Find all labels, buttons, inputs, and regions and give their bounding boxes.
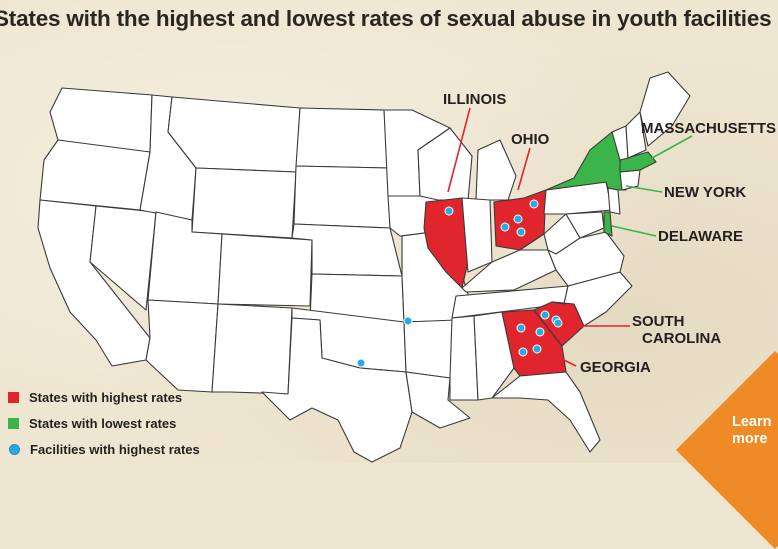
facility-marker-ohio-4: [516, 227, 526, 237]
state-massachusetts: [619, 151, 657, 173]
facility-markers: [356, 199, 563, 368]
state-maine: [639, 71, 691, 147]
state-nevada: [89, 205, 157, 311]
facility-marker-ohio-2: [513, 214, 523, 224]
state-tennessee: [451, 285, 569, 319]
label-illinois: ILLINOIS: [443, 91, 507, 108]
label-south-carolina: SOUTH CAROLINA: [632, 313, 721, 347]
state-colorado: [217, 233, 313, 307]
illinois-callout-line: [447, 107, 471, 193]
map-legend: States with highest rates States with lo…: [8, 384, 200, 462]
legend-swatch-red: [8, 391, 19, 403]
state-michigan: [475, 139, 517, 201]
label-massachusetts: MASSACHUSETTS: [641, 120, 777, 137]
facility-marker-sc-3: [553, 318, 563, 328]
facility-marker-texas: [356, 358, 366, 368]
state-new-hampshire: [625, 111, 647, 159]
state-delaware: [603, 211, 613, 237]
state-alabama: [473, 311, 515, 401]
legend-label-facilities: Facilities with highest rates: [30, 441, 200, 457]
state-north-dakota: [295, 107, 389, 169]
state-texas: [261, 317, 413, 463]
state-mississippi: [449, 315, 479, 401]
legend-swatch-green: [8, 417, 19, 429]
facility-marker-ohio-3: [500, 222, 510, 232]
facility-marker-ga-4: [532, 344, 542, 354]
state-wyoming: [191, 167, 297, 239]
label-new-york: NEW YORK: [664, 184, 747, 201]
state-south-dakota: [293, 165, 391, 229]
massachusetts-callout-line: [651, 135, 693, 159]
state-arizona: [145, 299, 219, 393]
facility-marker-ga-2: [535, 327, 545, 337]
learn-more-button[interactable]: Learn more: [732, 414, 772, 448]
facility-marker-illinois: [444, 206, 454, 216]
legend-item-highest: States with highest rates: [8, 384, 200, 410]
label-south-carolina-line2: CAROLINA: [642, 330, 722, 347]
state-new-mexico: [211, 303, 293, 395]
facility-marker-ohio-1: [529, 199, 539, 209]
legend-swatch-dot: [9, 443, 20, 455]
legend-item-lowest: States with lowest rates: [8, 410, 200, 436]
learn-more-line1: Learn: [732, 414, 772, 430]
label-south-carolina-line1: SOUTH: [632, 313, 685, 330]
facility-marker-arkansas: [403, 316, 413, 326]
state-florida: [491, 371, 601, 453]
state-west-virginia: [543, 213, 581, 255]
label-ohio: OHIO: [511, 131, 550, 148]
us-map: [37, 71, 693, 463]
state-new-jersey: [607, 187, 621, 215]
new-york-callout-line: [625, 185, 663, 193]
ohio-callout-line: [517, 147, 531, 191]
facility-marker-ga-3: [518, 347, 528, 357]
map-title: States with the highest and lowest rates…: [0, 6, 772, 31]
learn-more-line2: more: [732, 431, 768, 447]
facility-marker-ga-1: [516, 323, 526, 333]
legend-label-highest: States with highest rates: [29, 389, 183, 405]
georgia-callout-line: [547, 351, 577, 367]
state-arkansas: [403, 319, 457, 379]
delaware-callout-line: [611, 225, 657, 237]
label-delaware: DELAWARE: [658, 228, 744, 245]
state-oregon: [39, 139, 151, 211]
facility-marker-sc-1: [540, 310, 550, 320]
state-vermont: [611, 125, 629, 161]
legend-label-lowest: States with lowest rates: [29, 415, 177, 431]
label-georgia: GEORGIA: [580, 359, 651, 376]
legend-item-facilities: Facilities with highest rates: [8, 436, 200, 462]
